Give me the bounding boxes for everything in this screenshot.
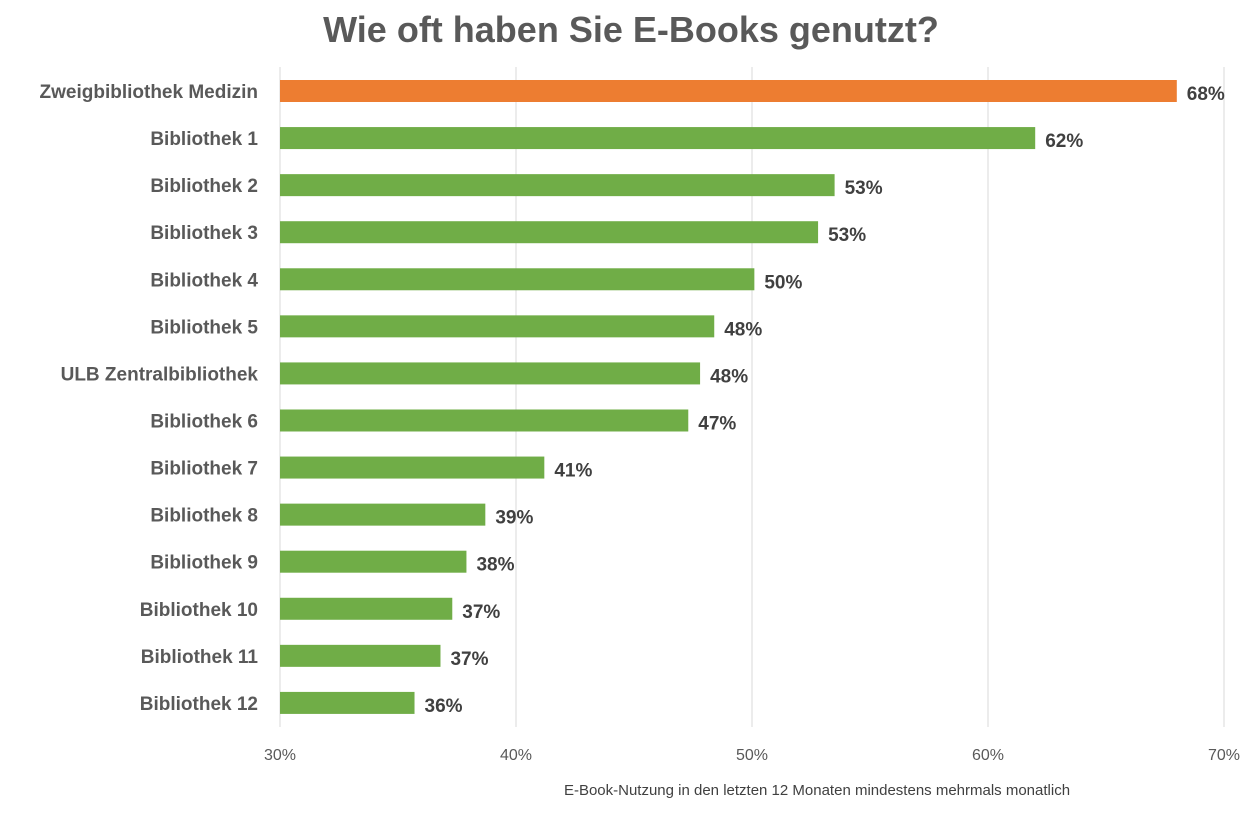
data-label: 41% <box>554 461 592 482</box>
bar <box>280 127 1036 150</box>
bar <box>280 315 715 338</box>
bars <box>280 80 1177 714</box>
gridlines <box>279 67 1225 727</box>
data-label: 62% <box>1045 131 1083 152</box>
bar <box>280 362 701 385</box>
bar <box>280 550 467 573</box>
category-label: Bibliothek 7 <box>150 459 258 480</box>
data-label: 37% <box>450 649 488 670</box>
value-labels: 68% 62% 53% 53% 50% 48% 48% 47% 41% 39% 38% 37% 37% 3… <box>425 84 1225 717</box>
data-label: 50% <box>764 272 802 293</box>
category-labels: Zweigbibliothek Medizin Bibliothek 1 Bibli… <box>40 82 259 715</box>
bar <box>280 503 486 526</box>
category-label: Bibliothek 11 <box>141 647 259 668</box>
x-axis-title: E-Book-Nutzung in den letzten 12 Monaten… <box>564 782 1070 799</box>
x-tick-label: 60% <box>972 747 1004 764</box>
data-label: 38% <box>476 555 514 576</box>
x-tick-label: 50% <box>736 747 768 764</box>
data-label: 53% <box>845 178 883 199</box>
chart-title: Wie oft haben Sie E-Books genutzt? <box>323 9 939 50</box>
bar <box>280 691 415 714</box>
category-label: Bibliothek 6 <box>150 411 258 432</box>
data-label: 39% <box>495 508 533 529</box>
x-axis-ticks: 30% 40% 50% 60% 70% <box>264 747 1240 764</box>
x-tick-label: 40% <box>500 747 532 764</box>
category-label: Bibliothek 4 <box>150 270 258 291</box>
category-label: Bibliothek 2 <box>150 176 258 197</box>
category-label: Bibliothek 3 <box>150 223 258 244</box>
data-label: 48% <box>710 366 748 387</box>
category-label: Bibliothek 8 <box>150 506 258 527</box>
data-label: 68% <box>1187 84 1225 105</box>
category-label: Bibliothek 1 <box>150 129 258 150</box>
category-label: Bibliothek 10 <box>140 600 258 621</box>
bar <box>280 221 819 244</box>
bar <box>280 409 689 432</box>
category-label: Zweigbibliothek Medizin <box>40 82 259 103</box>
data-label: 48% <box>724 319 762 340</box>
bar <box>280 268 755 291</box>
x-tick-label: 70% <box>1208 747 1240 764</box>
bar <box>280 644 441 667</box>
data-label: 37% <box>462 602 500 623</box>
data-label: 53% <box>828 225 866 246</box>
x-tick-label: 30% <box>264 747 296 764</box>
bar <box>280 456 545 479</box>
category-label: Bibliothek 5 <box>150 317 258 338</box>
category-label: Bibliothek 9 <box>150 553 258 574</box>
category-label: Bibliothek 12 <box>140 694 258 715</box>
bar <box>280 597 453 620</box>
data-label: 47% <box>698 413 736 434</box>
data-label: 36% <box>425 696 463 717</box>
bar <box>280 80 1177 102</box>
bar <box>280 174 835 197</box>
category-label: ULB Zentralbibliothek <box>61 364 259 385</box>
